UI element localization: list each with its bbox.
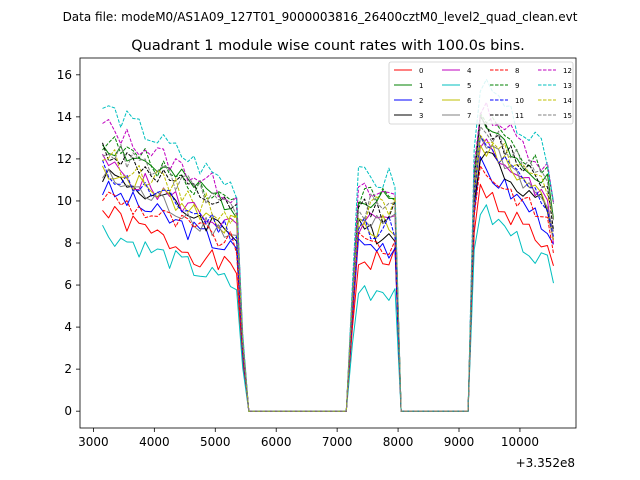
legend-label-7: 7 xyxy=(467,112,471,120)
y-tick-label: 16 xyxy=(57,68,72,82)
legend-label-15: 15 xyxy=(563,112,572,120)
y-tick-label: 4 xyxy=(64,320,72,334)
series-line-10 xyxy=(102,135,554,412)
axes-frame xyxy=(79,57,577,429)
x-tick-label: 3000 xyxy=(78,435,109,449)
x-tick-label: 10000 xyxy=(501,435,539,449)
legend-label-0: 0 xyxy=(419,67,423,75)
series-line-15 xyxy=(102,126,554,412)
y-tick-label: 12 xyxy=(57,152,72,166)
legend-label-8: 8 xyxy=(515,67,519,75)
legend-label-11: 11 xyxy=(515,112,524,120)
suptitle: Data file: modeM0/AS1A09_127T01_90000038… xyxy=(63,10,578,24)
y-tick-label: 2 xyxy=(64,362,72,376)
legend-label-5: 5 xyxy=(467,82,471,90)
x-tick-label: 8000 xyxy=(383,435,414,449)
legend-label-9: 9 xyxy=(515,82,519,90)
axes-layer: 3000 4000 5000 6000 7000 8000 9000 100000246810… xyxy=(57,68,539,449)
legend-label-10: 10 xyxy=(515,97,524,105)
y-tick-label: 10 xyxy=(57,194,72,208)
x-tick-label: 7000 xyxy=(322,435,353,449)
legend-label-6: 6 xyxy=(467,97,472,105)
legend-label-1: 1 xyxy=(419,82,423,90)
y-tick-label: 8 xyxy=(64,236,72,250)
legend-label-3: 3 xyxy=(419,112,423,120)
y-tick-label: 14 xyxy=(57,110,72,124)
x-tick-label: 6000 xyxy=(261,435,292,449)
axes-border xyxy=(79,57,577,429)
chart-title: Quadrant 1 module wise count rates with … xyxy=(131,38,525,54)
x-offset-label: +3.352e8 xyxy=(516,456,575,470)
x-tick-label: 5000 xyxy=(200,435,231,449)
legend-label-12: 12 xyxy=(563,67,572,75)
legend-box xyxy=(388,61,574,125)
series-line-14 xyxy=(102,134,554,412)
x-tick-label: 9000 xyxy=(444,435,475,449)
y-tick-label: 0 xyxy=(64,404,72,418)
x-tick-label: 4000 xyxy=(139,435,170,449)
legend-label-13: 13 xyxy=(563,82,572,90)
legend-label-2: 2 xyxy=(419,97,423,105)
legend-label-4: 4 xyxy=(467,67,472,75)
legend-label-14: 14 xyxy=(563,97,572,105)
y-tick-label: 6 xyxy=(64,278,72,292)
